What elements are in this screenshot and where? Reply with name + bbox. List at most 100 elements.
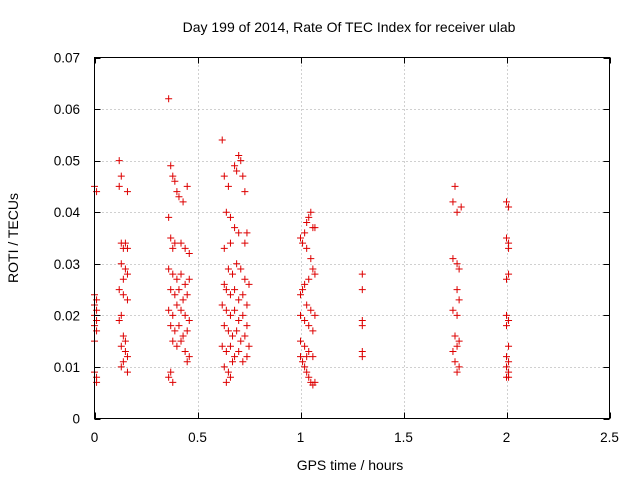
data-point [117,260,125,268]
x-tick-label: 0 [91,430,99,445]
data-point [453,208,461,216]
data-point [311,311,319,319]
data-point [239,311,247,319]
data-point [181,347,189,355]
data-point [173,342,181,350]
data-point [169,172,177,180]
data-point [226,373,234,381]
data-point [309,353,317,361]
data-point [220,172,228,180]
data-point [119,275,127,283]
data-point [235,229,243,237]
data-point [218,342,226,350]
data-point [297,291,304,299]
data-point [165,373,173,381]
data-point [226,213,234,221]
data-point [226,291,234,299]
data-point [503,234,510,242]
data-point [305,322,313,330]
data-point [299,239,307,247]
data-point [455,337,463,345]
data-point [503,363,510,371]
data-point [449,255,457,263]
data-point [358,270,366,278]
data-point [235,347,243,355]
data-point [222,208,230,216]
data-point [301,229,309,237]
chart-title: Day 199 of 2014, Rate Of TEC Index for r… [183,19,516,35]
data-point [239,358,247,366]
data-point [453,342,461,350]
data-point [231,306,239,314]
data-point [303,244,311,252]
data-point [305,347,313,355]
data-point [503,198,510,206]
data-point [301,363,309,371]
y-tick-label: 0 [72,412,80,427]
data-point [121,347,129,355]
data-point [173,188,181,196]
data-point [301,317,309,325]
data-point [231,224,239,232]
data-point [245,342,253,350]
data-point [177,270,185,278]
data-point [115,182,123,190]
data-point [183,358,191,366]
data-point [505,270,513,278]
data-point [231,353,239,361]
data-point [457,203,465,211]
data-point [167,368,175,376]
data-point [117,311,125,319]
y-tick-label: 0.01 [54,360,80,375]
data-point [453,286,461,294]
y-tick-label: 0.03 [54,257,80,272]
data-point [220,244,228,252]
data-point [297,311,304,319]
data-point [309,265,317,273]
x-tick-label: 1 [297,430,305,445]
data-point [226,239,234,247]
data-point [233,260,241,268]
data-point [455,363,463,371]
data-point [173,275,181,283]
data-point [121,239,129,247]
data-point [222,347,230,355]
data-point [218,301,226,309]
data-point [169,244,177,252]
data-point [123,270,131,278]
data-point [241,332,249,340]
data-point [179,296,187,304]
data-point [224,265,232,273]
data-point [119,332,127,340]
data-point [239,172,247,180]
y-tick-label: 0.07 [54,51,80,66]
data-point [241,239,249,247]
data-point [233,167,241,175]
data-point [243,322,251,330]
data-point [165,306,173,314]
data-point [241,188,249,196]
data-point [167,322,175,330]
data-point [175,322,183,330]
data-point [451,332,459,340]
data-point [449,306,457,314]
data-point [309,327,317,335]
data-point [305,275,313,283]
data-point [243,353,251,361]
data-point [123,353,131,361]
data-point [229,332,237,340]
data-point [453,260,461,268]
data-point [119,358,127,366]
data-point [220,363,228,371]
data-point [169,311,177,319]
data-point [235,317,243,325]
data-point [224,327,232,335]
data-point [183,182,191,190]
data-point [181,280,189,288]
data-point [297,353,304,361]
data-point [299,358,307,366]
data-point [455,296,463,304]
data-point [229,270,237,278]
data-point [185,275,193,283]
